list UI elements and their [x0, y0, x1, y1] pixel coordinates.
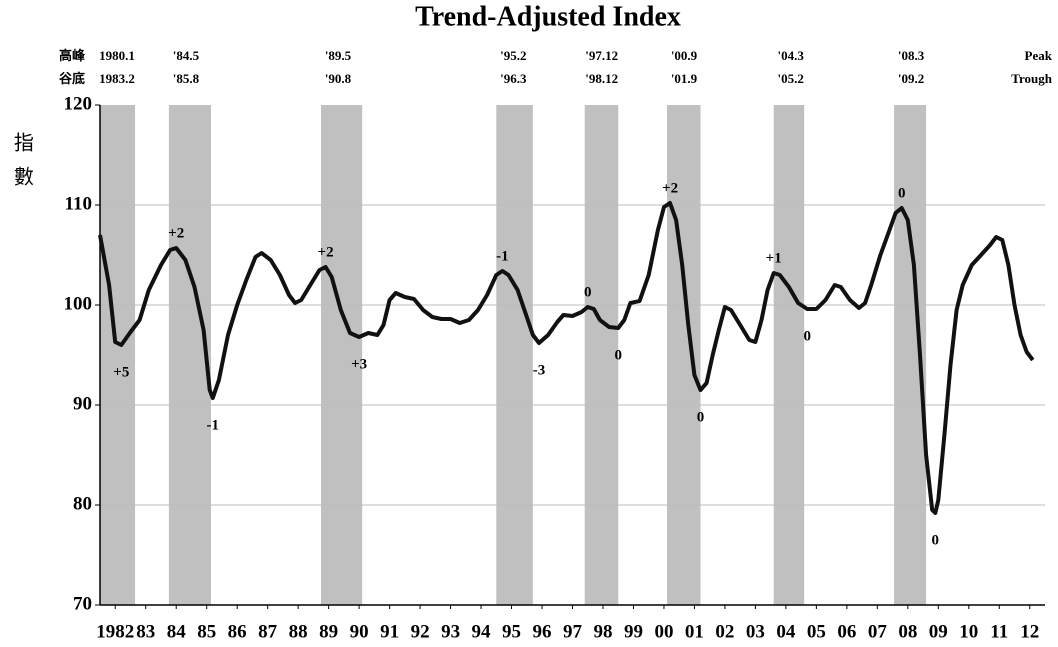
- x-tick-label: 04: [776, 621, 796, 642]
- y-tick-label: 100: [64, 293, 93, 314]
- trough-lead: 0: [932, 532, 940, 548]
- x-tick-label: 85: [197, 621, 216, 642]
- x-tick-label: 98: [593, 621, 612, 642]
- peak-date: '04.3: [778, 48, 805, 63]
- peak-date: '89.5: [325, 48, 352, 63]
- recession-band: [321, 105, 363, 605]
- peak-lead: +1: [766, 250, 782, 266]
- x-tick-label: 11: [990, 621, 1008, 642]
- index-line: [98, 201, 1035, 515]
- trough-date: '85.8: [173, 71, 200, 86]
- peak-date: 1980.1: [99, 48, 135, 63]
- x-tick-label: 93: [441, 621, 460, 642]
- peak-lead: 0: [898, 185, 906, 201]
- peak-lead: 0: [584, 284, 592, 300]
- x-tick-label: 10: [959, 621, 978, 642]
- recession-band: [168, 105, 211, 605]
- peak-date: '84.5: [173, 48, 200, 63]
- peak-row-label: 高峰: [59, 48, 86, 63]
- recession-band: [773, 105, 805, 605]
- x-tick-label: 94: [472, 621, 492, 642]
- trough-date: '98.12: [585, 71, 618, 86]
- x-tick-label: 83: [136, 621, 155, 642]
- trough-date: '90.8: [325, 71, 352, 86]
- y-tick-label: 120: [64, 93, 93, 114]
- x-tick-label: 06: [837, 621, 856, 642]
- trough-date: '01.9: [671, 71, 698, 86]
- trough-lead: +3: [351, 356, 367, 372]
- trough-date: 1983.2: [99, 71, 135, 86]
- trough-lead: -1: [207, 417, 220, 433]
- peak-lead: +2: [318, 244, 334, 260]
- y-tick-label: 90: [73, 393, 92, 414]
- x-tick-label: 03: [746, 621, 765, 642]
- x-tick-label: 05: [807, 621, 826, 642]
- x-tick-label: 96: [533, 621, 552, 642]
- x-tick-label: 01: [685, 621, 704, 642]
- y-tick-label: 70: [73, 593, 92, 614]
- trough-lead: +5: [113, 364, 129, 380]
- trough-row-label-en: Trough: [1011, 71, 1052, 86]
- recession-band: [584, 105, 619, 605]
- x-tick-label: 86: [228, 621, 247, 642]
- x-tick-label: 91: [380, 621, 399, 642]
- peak-row-label-en: Peak: [1025, 48, 1053, 63]
- x-tick-label: 12: [1020, 621, 1039, 642]
- recession-band: [100, 105, 136, 605]
- x-tick-label: 87: [258, 621, 278, 642]
- trough-row-label: 谷底: [59, 71, 85, 86]
- recession-band: [667, 105, 701, 605]
- peak-lead: +2: [168, 225, 184, 241]
- peak-date: '95.2: [500, 48, 526, 63]
- x-tick-label: 07: [868, 621, 888, 642]
- x-tick-label: 1982: [96, 621, 134, 642]
- x-tick-label: 99: [624, 621, 643, 642]
- x-tick-label: 08: [898, 621, 917, 642]
- x-tick-label: 90: [350, 621, 369, 642]
- y-tick-label: 110: [65, 193, 92, 214]
- trough-date: '09.2: [898, 71, 924, 86]
- trough-lead: 0: [803, 328, 811, 344]
- x-tick-label: 02: [715, 621, 734, 642]
- trough-lead: -3: [533, 362, 546, 378]
- peak-date: '97.12: [585, 48, 618, 63]
- y-axis-label: 指數: [10, 132, 33, 200]
- trough-lead: 0: [614, 347, 622, 363]
- trough-date: '05.2: [778, 71, 804, 86]
- trough-date: '96.3: [500, 71, 527, 86]
- trough-lead: 0: [697, 409, 705, 425]
- peak-lead: -1: [496, 248, 509, 264]
- x-tick-label: 97: [563, 621, 583, 642]
- y-tick-label: 80: [73, 493, 92, 514]
- x-tick-label: 95: [502, 621, 521, 642]
- x-tick-label: 92: [411, 621, 430, 642]
- peak-date: '08.3: [898, 48, 925, 63]
- chart-title: Trend-Adjusted Index: [415, 1, 681, 32]
- peak-lead: +2: [662, 180, 678, 196]
- x-tick-label: 89: [319, 621, 338, 642]
- x-tick-label: 09: [929, 621, 948, 642]
- peak-date: '00.9: [671, 48, 698, 63]
- x-tick-label: 84: [167, 621, 187, 642]
- x-tick-label: 88: [289, 621, 308, 642]
- recession-band: [496, 105, 533, 605]
- x-tick-label: 00: [654, 621, 673, 642]
